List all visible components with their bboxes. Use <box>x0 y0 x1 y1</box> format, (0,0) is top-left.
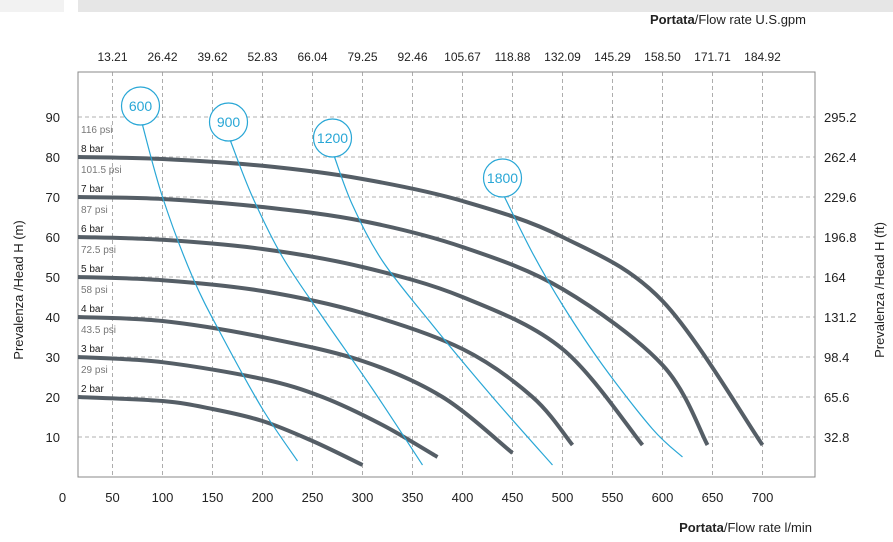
pressure-psi-label: 58 psi <box>81 285 108 296</box>
x-tick-label: 550 <box>602 490 624 505</box>
header-band-left <box>0 0 64 12</box>
right-tick-label: 262.4 <box>824 150 857 165</box>
y-tick-label: 70 <box>46 190 60 205</box>
y-tick-label: 90 <box>46 110 60 125</box>
top-tick-label: 105.67 <box>444 50 481 64</box>
x-tick-label: 50 <box>105 490 119 505</box>
y-tick-label: 10 <box>46 430 60 445</box>
pressure-bar-label: 5 bar <box>81 264 104 275</box>
right-tick-label: 98.4 <box>824 350 849 365</box>
top-tick-label: 79.25 <box>347 50 377 64</box>
right-tick-label: 196.8 <box>824 230 857 245</box>
right-tick-label: 229.6 <box>824 190 857 205</box>
y-tick-label: 60 <box>46 230 60 245</box>
x-tick-label: 100 <box>152 490 174 505</box>
pressure-bar-label: 8 bar <box>81 144 104 155</box>
y-tick-label: 80 <box>46 150 60 165</box>
speed-curve-600 <box>141 124 298 462</box>
x-tick-label: 250 <box>302 490 324 505</box>
speed-curve-1800 <box>503 196 683 458</box>
pressure-bar-label: 6 bar <box>81 224 104 235</box>
right-tick-label: 65.6 <box>824 390 849 405</box>
pressure-bar-label: 7 bar <box>81 184 104 195</box>
pressure-curve-6-bar <box>77 235 645 447</box>
speed-label: 900 <box>217 114 241 130</box>
top-tick-label: 158.50 <box>644 50 681 64</box>
x-tick-label: 450 <box>502 490 524 505</box>
pressure-psi-label: 116 psi <box>81 125 113 136</box>
tick-labels: 0 50 100 150 200 250 300 350 400 450 500 550 600 650 7… <box>46 50 857 505</box>
top-tick-label: 118.88 <box>495 50 531 64</box>
pressure-bar-label: 2 bar <box>81 384 104 395</box>
pressure-psi-label: 43.5 psi <box>81 325 116 336</box>
top-tick-label: 13.21 <box>97 50 127 64</box>
pressure-curve-3-bar <box>77 355 439 459</box>
x-tick-label: 700 <box>752 490 774 505</box>
x-tick-label: 0 <box>59 490 66 505</box>
speed-curve-900 <box>229 140 424 466</box>
x-tick-label: 500 <box>552 490 574 505</box>
pressure-psi-label: 101.5 psi <box>81 165 122 176</box>
pressure-curves <box>77 155 765 467</box>
top-tick-label: 39.62 <box>197 50 227 64</box>
speed-label-circle <box>208 102 249 142</box>
top-axis-title-rest: /Flow rate U.S.gpm <box>695 12 806 27</box>
plot-area-frame <box>77 71 816 478</box>
y-tick-label: 40 <box>46 310 60 325</box>
bottom-axis-title: Portata/Flow rate l/min <box>679 520 812 535</box>
pressure-psi-label: 72.5 psi <box>81 245 116 256</box>
header-band <box>78 0 893 12</box>
top-tick-label: 145.29 <box>594 50 631 64</box>
pressure-curve-2-bar <box>77 395 364 467</box>
y-tick-label: 50 <box>46 270 60 285</box>
top-tick-label: 132.09 <box>544 50 581 64</box>
top-axis-title: Portata/Flow rate U.S.gpm <box>650 12 806 27</box>
y-tick-label: 20 <box>46 390 60 405</box>
grid-lines <box>78 72 815 477</box>
top-tick-label: 66.04 <box>297 50 327 64</box>
speed-curves: 600 900 1200 1800 <box>120 86 683 466</box>
top-tick-label: 26.42 <box>147 50 177 64</box>
right-tick-label: 32.8 <box>824 430 849 445</box>
x-tick-label: 600 <box>652 490 674 505</box>
x-tick-label: 400 <box>452 490 474 505</box>
speed-label: 1200 <box>317 130 348 146</box>
left-axis-title: Prevalenza /Head H (m) <box>11 220 26 359</box>
pressure-psi-label: 87 psi <box>81 205 108 216</box>
pressure-curve-5-bar <box>77 275 575 447</box>
speed-label-circle <box>482 158 523 198</box>
top-tick-label: 171.71 <box>694 50 731 64</box>
x-tick-label: 300 <box>352 490 374 505</box>
right-tick-label: 295.2 <box>824 110 857 125</box>
speed-label-circle <box>120 86 161 126</box>
top-tick-label: 184.92 <box>744 50 781 64</box>
top-tick-label: 92.46 <box>397 50 427 64</box>
top-axis-title-bold: Portata <box>650 12 696 27</box>
pressure-curve-8-bar <box>77 155 765 447</box>
top-tick-label: 52.83 <box>247 50 277 64</box>
speed-curve-1200 <box>333 156 553 466</box>
x-tick-label: 150 <box>202 490 224 505</box>
bottom-axis-title-bold: Portata <box>679 520 725 535</box>
right-tick-label: 164 <box>824 270 846 285</box>
pressure-psi-label: 29 psi <box>81 365 108 376</box>
pressure-curve-7-bar <box>77 195 710 446</box>
x-tick-label: 350 <box>402 490 424 505</box>
bottom-axis-title-rest: /Flow rate l/min <box>724 520 812 535</box>
speed-label-circle <box>312 118 353 158</box>
x-tick-label: 650 <box>702 490 724 505</box>
speed-label: 1800 <box>487 170 518 186</box>
curve-labels: 2 bar 29 psi 3 bar 43.5 psi 4 bar 58 psi 5 bar… <box>81 125 122 395</box>
pressure-curve-4-bar <box>77 315 514 455</box>
right-axis-title: Prevalenza /Head H (ft) <box>872 222 887 358</box>
x-tick-label: 200 <box>252 490 274 505</box>
speed-label: 600 <box>129 98 153 114</box>
pressure-bar-label: 3 bar <box>81 344 104 355</box>
right-tick-label: 131.2 <box>824 310 857 325</box>
pressure-bar-label: 4 bar <box>81 304 104 315</box>
y-tick-label: 30 <box>46 350 60 365</box>
